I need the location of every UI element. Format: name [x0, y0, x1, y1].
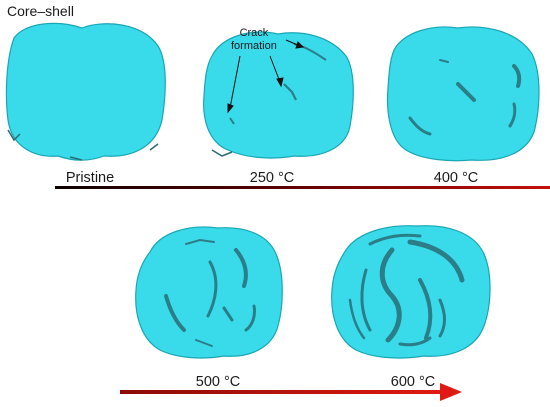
- annotation-pointers: [227, 39, 305, 114]
- particle-600c: [331, 225, 491, 359]
- particle-400c: [386, 26, 540, 162]
- label-600c: 600 °C: [390, 374, 436, 390]
- particle-250c: [203, 31, 354, 159]
- label-250c: 250 °C: [249, 170, 295, 186]
- annotation-line-1: Crack: [239, 27, 269, 39]
- particle-500c: [135, 226, 283, 359]
- label-500c: 500 °C: [195, 374, 241, 390]
- figure-title: Core–shell: [7, 3, 74, 19]
- bottom-temperature-arrow: [120, 383, 462, 401]
- top-temperature-arrow: [55, 186, 550, 189]
- crack-formation-annotation: Crack formation: [231, 27, 277, 53]
- label-pristine: Pristine: [65, 170, 115, 186]
- label-400c: 400 °C: [433, 170, 479, 186]
- particle-pristine: [5, 22, 166, 161]
- annotation-line-2: formation: [231, 40, 277, 52]
